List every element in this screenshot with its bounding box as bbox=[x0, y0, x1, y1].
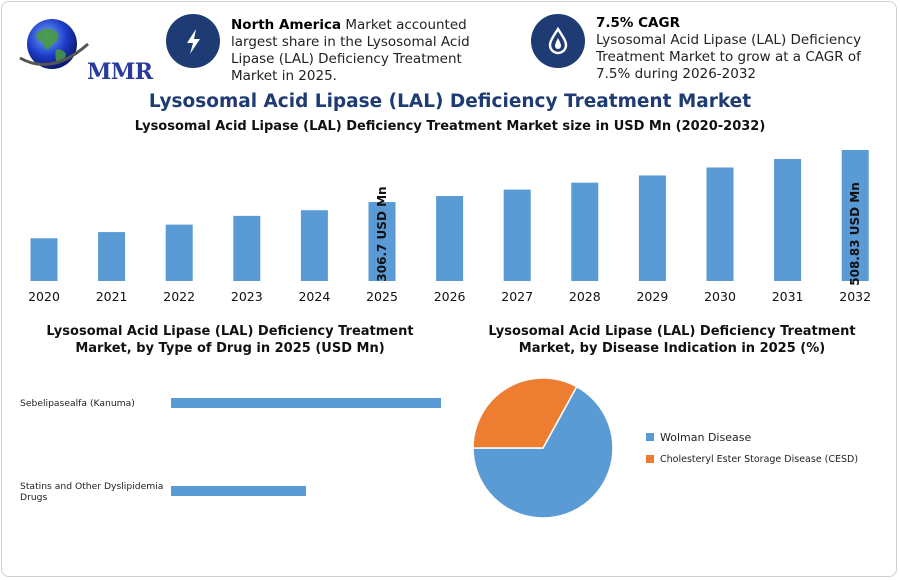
market-size-bar-chart: 2020 2021 2022 2023 2024 2025 2026 2027 2028 2029… bbox=[28, 150, 871, 304]
category-label-1: Statins and Other Dyslipidemia Drugs bbox=[20, 481, 163, 503]
type-of-drug-bar-chart: Sebelipasealfa (Kanuma) Statins and Other… bbox=[20, 398, 441, 503]
x-tick-2031: 2031 bbox=[772, 289, 804, 304]
legend-label: Cholesteryl Ester Storage Disease (CESD) bbox=[660, 454, 859, 465]
bar-2029 bbox=[638, 175, 666, 281]
legend-item-cesd: Cholesteryl Ester Storage Disease (CESD) bbox=[646, 454, 858, 465]
bar-2031 bbox=[774, 158, 802, 281]
legend-swatch bbox=[646, 454, 654, 463]
bar-2030 bbox=[706, 167, 734, 281]
data-label-2025: 306.7 USD Mn bbox=[375, 186, 389, 281]
disease-indication-title: Lysosomal Acid Lipase (LAL) Deficiency T… bbox=[488, 324, 856, 356]
x-tick-2032: 2032 bbox=[839, 289, 871, 304]
drop-icon bbox=[531, 14, 585, 68]
bar-2021 bbox=[98, 232, 126, 281]
legend-item-wolman: Wolman Disease bbox=[646, 431, 751, 444]
info-card-north-america: North America Market accounted largest s… bbox=[231, 17, 506, 85]
category-label-0: Sebelipasealfa (Kanuma) bbox=[20, 398, 135, 409]
info-card-text: Lysosomal Acid Lipase (LAL) Deficiency T… bbox=[596, 32, 862, 82]
x-tick-2021: 2021 bbox=[96, 289, 128, 304]
x-tick-2023: 2023 bbox=[231, 289, 263, 304]
bar-2024 bbox=[300, 210, 328, 281]
pie-slice-0 bbox=[472, 385, 614, 519]
x-tick-2028: 2028 bbox=[569, 289, 601, 304]
logo-text: MMR bbox=[87, 59, 153, 85]
x-tick-2027: 2027 bbox=[501, 289, 533, 304]
bar-2027 bbox=[503, 189, 531, 281]
pie-slice-1 bbox=[472, 377, 578, 449]
bar-2025 bbox=[368, 202, 396, 281]
bar-2032 bbox=[841, 150, 869, 281]
bar-2023 bbox=[233, 215, 261, 281]
bar-2022 bbox=[165, 224, 193, 281]
bar-2026 bbox=[436, 196, 464, 281]
x-tick-2022: 2022 bbox=[163, 289, 195, 304]
x-tick-2030: 2030 bbox=[704, 289, 736, 304]
data-label-2032: 508.83 USD Mn bbox=[848, 182, 862, 286]
x-tick-2020: 2020 bbox=[28, 289, 60, 304]
x-tick-2029: 2029 bbox=[636, 289, 668, 304]
x-tick-2025: 2025 bbox=[366, 289, 398, 304]
x-tick-2024: 2024 bbox=[298, 289, 330, 304]
hbar-0 bbox=[171, 398, 441, 408]
x-tick-2026: 2026 bbox=[434, 289, 466, 304]
bar-chart-title: Lysosomal Acid Lipase (LAL) Deficiency T… bbox=[134, 119, 766, 134]
info-card-bold: North America bbox=[231, 17, 342, 33]
type-of-drug-title: Lysosomal Acid Lipase (LAL) Deficiency T… bbox=[46, 324, 414, 356]
legend-swatch bbox=[646, 433, 654, 441]
legend-label: Wolman Disease bbox=[660, 431, 752, 444]
bar-2028 bbox=[571, 182, 599, 281]
main-title: Lysosomal Acid Lipase (LAL) Deficiency T… bbox=[148, 91, 752, 112]
info-card-cagr: 7.5% CAGR Lysosomal Acid Lipase (LAL) De… bbox=[596, 15, 881, 83]
hbar-1 bbox=[171, 486, 306, 496]
info-card-text: Market accounted largest share in the Ly… bbox=[231, 17, 470, 84]
lightning-icon bbox=[166, 14, 220, 68]
bar-2020 bbox=[30, 238, 58, 281]
disease-indication-pie-chart bbox=[472, 377, 614, 519]
mmr-logo: MMR bbox=[14, 14, 153, 85]
info-card-bold: 7.5% CAGR bbox=[596, 15, 680, 31]
